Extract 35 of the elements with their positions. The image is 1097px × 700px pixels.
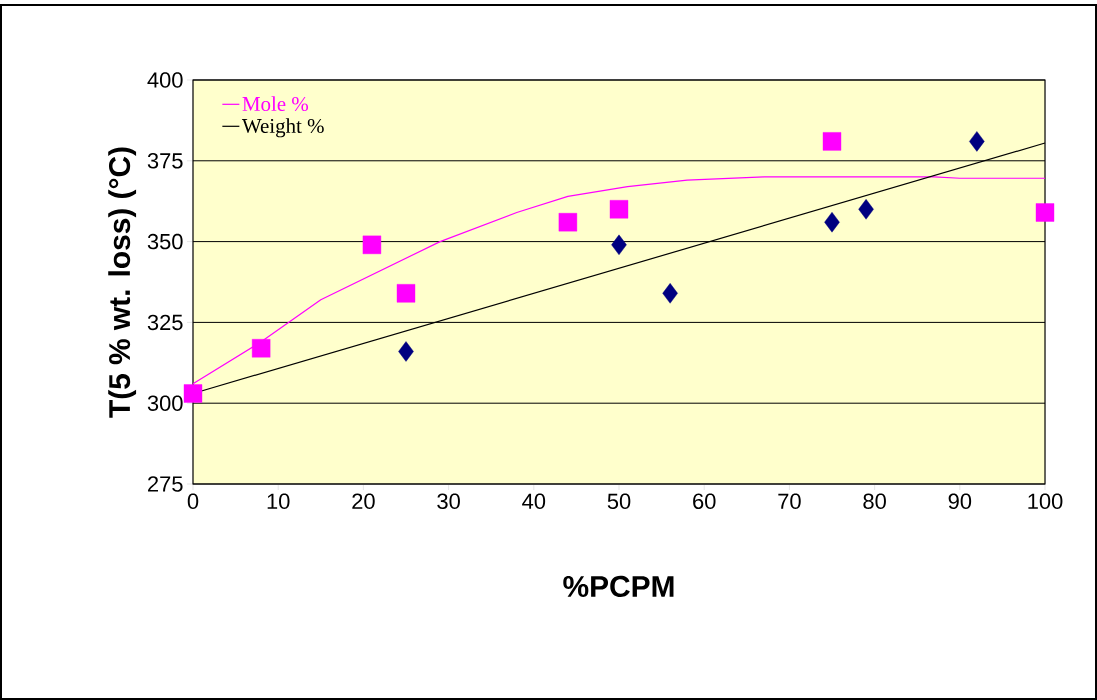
point <box>824 212 840 233</box>
x-tick-label: 60 <box>693 493 716 510</box>
x-tick-label: 50 <box>607 493 631 510</box>
y-axis-title: T(5 % wt. loss) (°C) <box>108 147 137 418</box>
point <box>362 235 382 255</box>
x-tick-label: 30 <box>437 493 460 510</box>
x-tick-label: 0 <box>187 493 199 510</box>
x-tick-label: 20 <box>352 493 375 510</box>
x-tick-label: 10 <box>267 493 290 510</box>
x-tick-label: 80 <box>863 493 886 510</box>
point <box>858 199 874 220</box>
y-tick-label: 350 <box>147 233 183 250</box>
point <box>822 132 842 151</box>
y-tick-label: 375 <box>147 153 183 169</box>
y-tick-label: 325 <box>147 314 183 331</box>
x-axis-title: %PCPM <box>563 575 674 598</box>
point <box>609 200 629 219</box>
legend-label: Weight % <box>241 118 324 138</box>
point <box>396 284 416 303</box>
x-tick-label: 40 <box>522 493 546 510</box>
point <box>183 384 203 403</box>
legend-label: Mole % <box>242 96 309 112</box>
x-tick-label: 70 <box>778 493 801 510</box>
point <box>558 213 578 232</box>
point <box>969 131 985 152</box>
point <box>1035 203 1055 222</box>
y-tick-label: 300 <box>147 395 183 411</box>
point <box>398 341 414 362</box>
y-tick-label: 400 <box>147 72 183 88</box>
y-tick-label: 275 <box>148 476 183 492</box>
x-tick-label: 90 <box>948 493 972 510</box>
point <box>662 283 678 304</box>
x-tick-label: 100 <box>1028 493 1063 510</box>
point <box>251 339 271 358</box>
point <box>611 234 627 256</box>
